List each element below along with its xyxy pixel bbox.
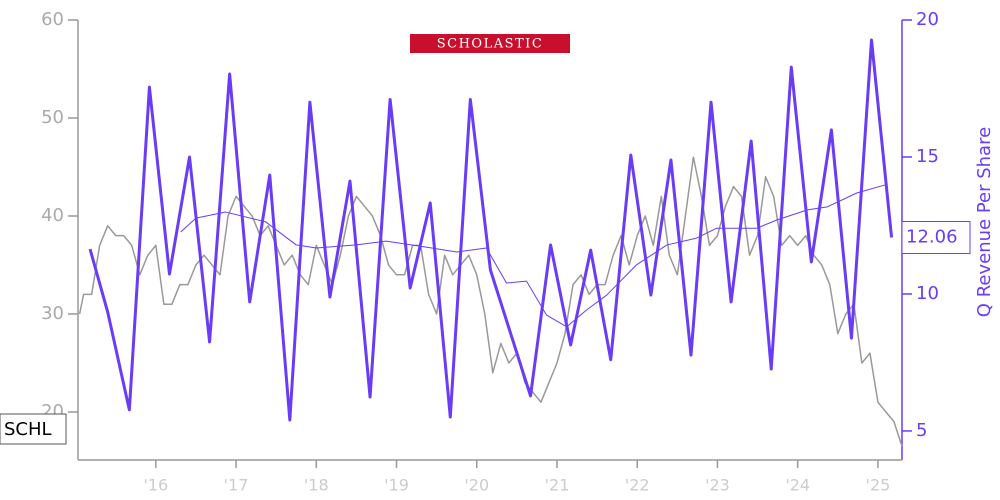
y-tick-label: 30 (41, 303, 64, 324)
x-tick-label: '20 (464, 476, 489, 495)
last-value-box (901, 221, 971, 255)
ticker-box (0, 413, 67, 445)
y-tick-label: 60 (41, 9, 64, 30)
x-tick-label: '22 (625, 476, 650, 495)
x-tick-label: '18 (304, 476, 329, 495)
y2-tick-label: 20 (916, 9, 939, 30)
x-tick-label: '16 (143, 476, 168, 495)
y2-tick-label: 5 (916, 420, 927, 441)
series-line (88, 38, 894, 422)
x-tick-label: '17 (224, 476, 249, 495)
series-line (180, 184, 886, 328)
chart-title: SCHOLASTIC (437, 37, 544, 52)
y2-axis-label: Q Revenue Per Share (974, 127, 995, 317)
y-tick-label: 40 (41, 205, 64, 226)
logo-box (410, 34, 570, 53)
series-line (78, 156, 903, 447)
y-tick-label: 50 (41, 107, 64, 128)
x-tick-label: '21 (545, 476, 570, 495)
x-tick-label: '24 (785, 476, 810, 495)
last-value-label: 12.06 (906, 227, 958, 248)
ticker: SCHL (4, 419, 52, 440)
y2-tick-label: 15 (916, 146, 939, 167)
x-tick-label: '23 (705, 476, 730, 495)
y2-tick-label: 10 (916, 283, 939, 304)
x-tick-label: '19 (384, 476, 409, 495)
x-tick-label: '25 (866, 476, 891, 495)
